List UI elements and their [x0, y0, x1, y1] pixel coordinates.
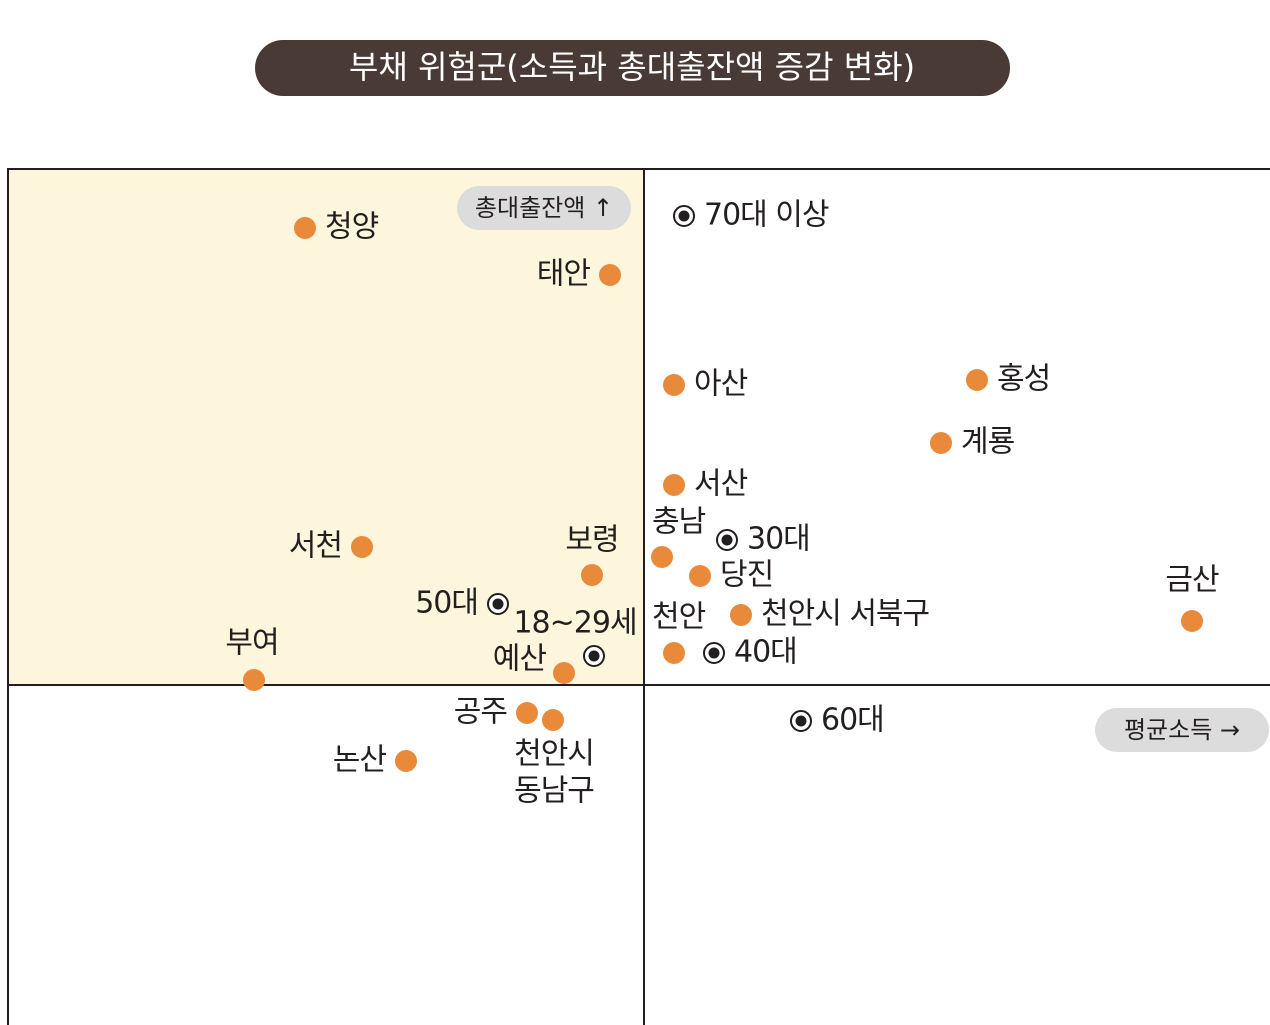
- y-label-pill: [457, 186, 631, 230]
- point-label: 충남: [652, 505, 706, 540]
- point-label: 천안시: [514, 737, 594, 772]
- region-dot: [581, 564, 603, 586]
- point-label: 동남구: [514, 774, 594, 809]
- point-label: 태안: [537, 257, 591, 292]
- point-label: 금산: [1165, 563, 1219, 598]
- region-dot: [663, 474, 685, 496]
- title-pill: [255, 40, 1010, 96]
- point-label: 50대: [415, 586, 478, 621]
- region-dot: [689, 565, 711, 587]
- point-label: 천안: [652, 600, 706, 635]
- point-label: 부여: [225, 626, 278, 661]
- region-dot: [651, 546, 673, 568]
- point-label: 논산: [333, 743, 387, 778]
- point-label: 예산: [493, 642, 547, 677]
- point-label: 아산: [694, 367, 748, 402]
- region-dot: [553, 662, 575, 684]
- point-label: 청양: [325, 210, 379, 245]
- point-label: 당진: [720, 558, 773, 593]
- region-dot: [243, 669, 265, 691]
- point-label: 계룡: [961, 425, 1015, 460]
- region-dot: [599, 264, 621, 286]
- x-label-pill: [1095, 708, 1269, 752]
- point-label: 30대: [747, 522, 810, 557]
- point-label: 홍성: [997, 362, 1050, 397]
- age-marker-dot: [588, 650, 600, 662]
- region-dot: [516, 702, 538, 724]
- region-dot: [395, 750, 417, 772]
- age-marker-dot: [708, 647, 720, 659]
- region-dot: [351, 536, 373, 558]
- quadrant-highlight: [8, 169, 644, 685]
- region-dot: [1181, 610, 1203, 632]
- point-label: 천안시 서북구: [761, 597, 929, 632]
- age-marker-dot: [795, 715, 807, 727]
- region-dot: [294, 217, 316, 239]
- x-axis-label: 평균소득 →: [1124, 716, 1240, 744]
- point-label: 서산: [694, 467, 748, 502]
- region-dot: [930, 432, 952, 454]
- age-marker-dot: [678, 210, 690, 222]
- region-dot: [730, 604, 752, 626]
- region-dot: [663, 374, 685, 396]
- point-label: 60대: [821, 703, 884, 738]
- point-label: 40대: [734, 635, 797, 670]
- y-axis-label: 총대출잔액 ↑: [475, 194, 613, 222]
- point-label: 공주: [454, 695, 507, 730]
- age-marker-dot: [721, 534, 733, 546]
- point-label: 서천: [289, 529, 342, 564]
- region-dot: [966, 369, 988, 391]
- point-label: 보령: [565, 523, 618, 558]
- region-dot: [663, 642, 685, 664]
- age-marker-dot: [492, 598, 504, 610]
- region-dot: [542, 709, 564, 731]
- point-label: 70대 이상: [704, 198, 829, 233]
- title: 부채 위험군(소득과 총대출잔액 증감 변화): [349, 48, 915, 86]
- point-label: 18~29세: [513, 606, 636, 641]
